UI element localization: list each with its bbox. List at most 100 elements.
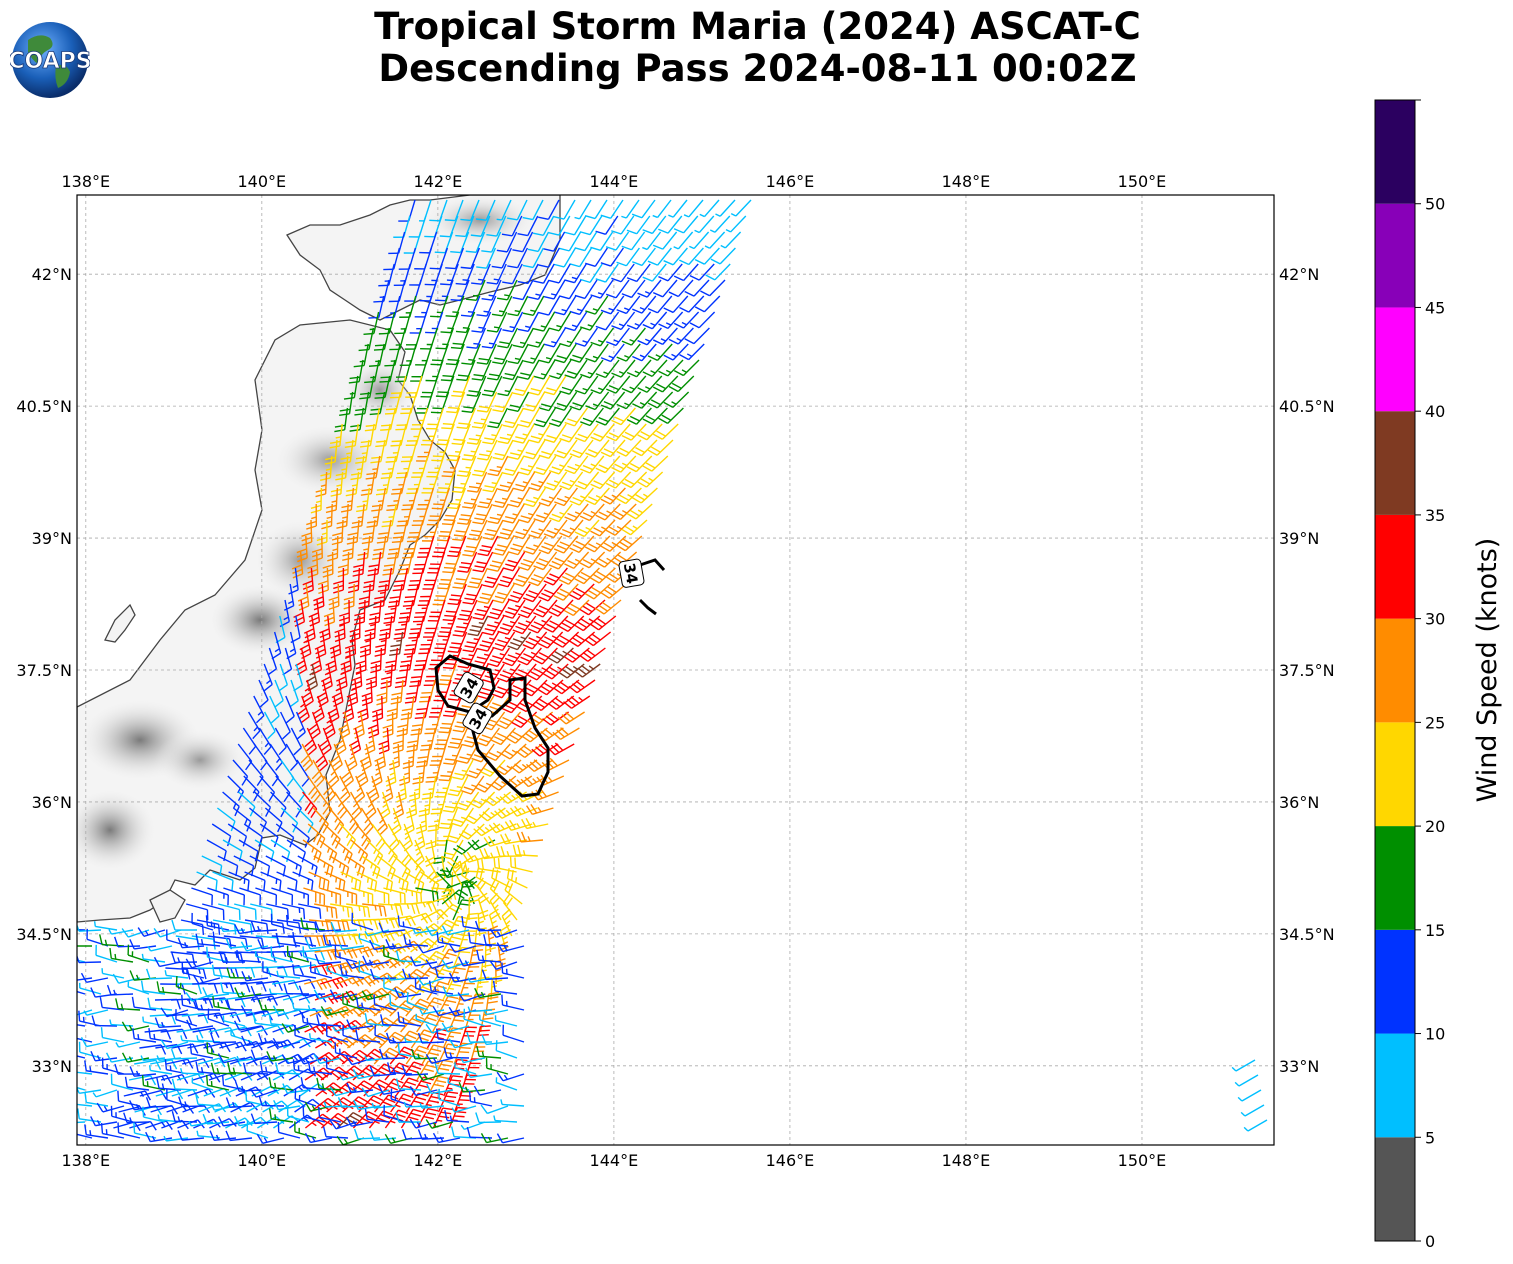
- wind-barb: [559, 327, 582, 348]
- wind-barb: [477, 487, 499, 509]
- wind-barb: [110, 1073, 134, 1091]
- wind-barb: [621, 375, 647, 394]
- wind-barb: [283, 583, 295, 611]
- wind-barb: [361, 990, 390, 1001]
- wind-barb: [276, 871, 298, 892]
- wind-barb: [362, 567, 377, 593]
- wind-barb: [684, 327, 710, 345]
- wind-barb: [482, 615, 505, 636]
- wind-barb: [462, 631, 484, 653]
- wind-barb: [302, 839, 322, 863]
- wind-barb: [340, 647, 352, 675]
- lon-tick-label: 146°E: [766, 1151, 815, 1170]
- wind-barb: [243, 823, 263, 847]
- wind-barb: [110, 1105, 134, 1123]
- wind-barb: [441, 455, 461, 478]
- wind-barb: [694, 295, 721, 313]
- wind-barb: [286, 914, 310, 931]
- wind-barb: [447, 775, 469, 797]
- wind-barb: [426, 1083, 454, 1095]
- wind-barb: [1234, 1074, 1259, 1087]
- wind-barb: [227, 823, 248, 847]
- wind-barb: [175, 976, 198, 995]
- wind-barb: [543, 327, 566, 348]
- wind-barb: [616, 487, 642, 505]
- latitude-labels-right: 42°N 40.5°N 39°N 37.5°N 36°N 34.5°N 33°N: [1279, 265, 1335, 1076]
- wind-barb: [259, 1060, 285, 1075]
- wind-barb: [182, 1058, 210, 1069]
- lon-tick-label: 138°E: [61, 1151, 110, 1170]
- wind-barb: [154, 1017, 182, 1029]
- wind-barb: [314, 903, 338, 919]
- wind-barb: [486, 215, 507, 237]
- wind-barb: [525, 759, 554, 772]
- wind-barb: [96, 1102, 125, 1113]
- wind-barb: [346, 679, 359, 707]
- wind-barb: [77, 990, 86, 995]
- wind-barb: [673, 215, 699, 234]
- wind-barb: [584, 583, 611, 600]
- wind-barb: [538, 487, 562, 507]
- wind-barb: [569, 439, 594, 459]
- wind-barb: [584, 631, 612, 647]
- wind-barb: [461, 915, 486, 931]
- wind-barb: [314, 953, 342, 965]
- wind-barb: [346, 1019, 374, 1030]
- wind-barb: [689, 311, 716, 329]
- wind-barb: [720, 231, 742, 249]
- lat-tick-label: 42°N: [32, 265, 72, 284]
- wind-barb: [364, 727, 376, 755]
- wind-barb: [491, 727, 516, 746]
- wind-barb: [626, 359, 652, 378]
- wind-barb: [409, 1086, 438, 1097]
- wind-barb: [395, 1111, 422, 1123]
- wind-barb: [658, 263, 683, 282]
- coaps-logo: COAPS: [10, 22, 90, 98]
- wind-barb: [517, 359, 540, 380]
- lon-tick-label: 148°E: [942, 1151, 991, 1170]
- wind-barb: [446, 439, 466, 462]
- wind-barb: [270, 946, 294, 963]
- wind-barb: [564, 407, 588, 427]
- wind-barb: [334, 946, 358, 963]
- wind-barb: [364, 1108, 390, 1123]
- wind-barb: [517, 263, 539, 285]
- wind-barb: [308, 599, 321, 627]
- wind-barb: [569, 247, 592, 268]
- wind-barb: [383, 1104, 406, 1123]
- wind-barb: [196, 1035, 221, 1043]
- wind-barb: [302, 791, 318, 819]
- wind-barb: [501, 994, 525, 1011]
- wind-barb: [292, 919, 318, 933]
- wind-barb: [137, 927, 166, 937]
- wind-barb: [652, 375, 679, 393]
- wind-barb: [502, 263, 523, 285]
- wind-barb: [543, 567, 568, 586]
- wind-barb: [600, 199, 624, 219]
- wind-barb: [166, 1058, 194, 1069]
- wind-barb: [523, 487, 546, 508]
- wind-barb: [402, 823, 414, 852]
- wind-barb: [658, 215, 683, 234]
- wind-barb: [600, 295, 625, 315]
- wind-barb: [493, 1115, 518, 1123]
- wind-barb: [362, 903, 387, 917]
- wind-barb: [517, 599, 542, 619]
- wind-barb: [533, 407, 556, 428]
- wind-barb: [410, 711, 426, 736]
- wind-barb: [452, 759, 474, 781]
- wind-barb: [579, 215, 603, 236]
- wind-barb: [447, 631, 468, 654]
- wind-barb: [401, 1129, 429, 1140]
- wind-barb: [471, 743, 495, 763]
- wind-barb: [145, 1131, 173, 1143]
- wind-barb: [148, 1065, 173, 1075]
- wind-barb: [318, 839, 338, 864]
- wind-barb: [256, 1133, 285, 1144]
- wind-barb: [523, 391, 546, 412]
- wind-barb: [543, 471, 568, 491]
- wind-barb: [468, 1091, 493, 1107]
- wind-barb: [533, 359, 556, 380]
- wind-barb: [460, 199, 480, 222]
- wind-barb: [227, 1062, 253, 1075]
